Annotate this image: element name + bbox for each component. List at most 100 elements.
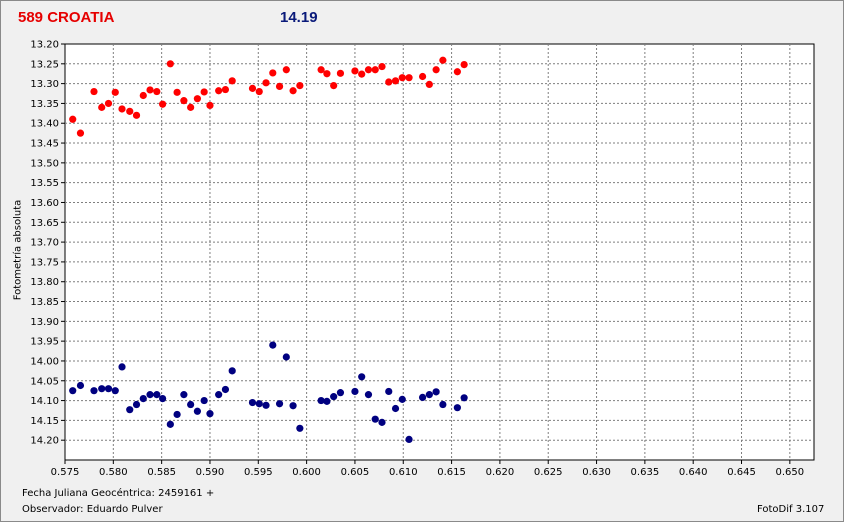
red-data-point	[323, 70, 331, 78]
x-tick-label: 0.630	[582, 467, 611, 478]
red-data-point	[358, 70, 366, 78]
blue-data-point	[282, 353, 290, 361]
red-data-point	[118, 105, 126, 113]
red-data-point	[166, 60, 174, 68]
red-data-point	[289, 87, 297, 95]
x-tick-label: 0.575	[51, 467, 80, 478]
blue-data-point	[132, 400, 141, 409]
red-data-point	[98, 103, 106, 111]
red-data-point	[200, 88, 208, 96]
observer-label: Observador:	[22, 504, 84, 515]
red-data-point	[111, 88, 119, 96]
x-tick-label: 0.640	[679, 467, 708, 478]
red-data-point	[275, 82, 284, 90]
x-tick-label: 0.620	[486, 467, 515, 478]
y-tick-label: 13.60	[30, 198, 59, 209]
red-data-point	[418, 72, 427, 81]
red-data-point	[221, 85, 230, 94]
blue-data-point	[269, 341, 277, 349]
y-tick-label: 14.10	[30, 396, 59, 407]
red-data-point	[385, 78, 393, 86]
blue-data-point	[146, 391, 154, 399]
x-tick-label: 0.615	[437, 467, 466, 478]
blue-data-point	[323, 397, 331, 405]
red-data-point	[296, 82, 304, 90]
data-points	[69, 56, 468, 443]
red-data-point	[317, 66, 325, 74]
red-data-point	[425, 80, 433, 89]
blue-data-point	[378, 418, 386, 426]
y-axis-ticks: 13.20 13.25 13.30 13.35 13.40 13.45 13.50 13.55…	[30, 40, 65, 447]
red-data-point	[371, 66, 379, 74]
magnitude-value: 14.19	[280, 9, 318, 26]
red-data-point	[126, 107, 134, 115]
blue-data-point	[228, 367, 236, 375]
x-tick-label: 0.650	[776, 467, 805, 478]
red-data-point	[228, 77, 236, 85]
y-tick-label: 13.85	[30, 297, 59, 308]
grid-lines	[65, 44, 814, 460]
blue-data-point	[118, 363, 126, 371]
x-tick-label: 0.635	[631, 467, 660, 478]
red-data-point	[262, 79, 270, 87]
blue-data-point	[193, 407, 202, 415]
x-tick-label: 0.610	[389, 467, 418, 478]
y-tick-label: 13.65	[30, 218, 59, 229]
red-data-point	[159, 100, 167, 108]
plot-area	[64, 43, 815, 461]
y-tick-label: 13.45	[30, 139, 59, 150]
y-tick-label: 13.75	[30, 257, 59, 268]
y-tick-label: 13.35	[30, 99, 59, 110]
blue-data-point	[358, 373, 366, 381]
y-tick-label: 13.25	[30, 59, 59, 70]
blue-data-point	[289, 402, 297, 410]
red-data-point	[187, 103, 195, 111]
red-data-point	[206, 101, 214, 110]
blue-data-point	[180, 391, 188, 399]
blue-data-point	[139, 394, 147, 403]
red-data-point	[439, 56, 447, 64]
blue-data-point	[248, 398, 257, 407]
x-tick-label: 0.600	[292, 467, 321, 478]
y-tick-label: 13.70	[30, 238, 59, 249]
red-data-point	[432, 66, 440, 74]
blue-data-point	[200, 396, 208, 405]
blue-data-point	[330, 393, 338, 401]
red-data-point	[180, 97, 188, 105]
y-tick-label: 14.05	[30, 376, 59, 387]
x-axis-ticks: 0.575 0.580 0.585 0.590 0.595 0.600 0.605 0.610…	[51, 460, 804, 478]
red-data-point	[282, 66, 290, 74]
blue-data-point	[439, 400, 447, 409]
red-data-point	[453, 68, 461, 76]
blue-data-point	[275, 400, 284, 408]
x-tick-label: 0.580	[99, 467, 128, 478]
y-tick-label: 13.20	[30, 40, 59, 51]
blue-data-point	[385, 387, 393, 396]
y-tick-label: 14.00	[30, 356, 59, 367]
y-axis-label: Fotometría absoluta	[12, 199, 24, 301]
x-tick-label: 0.585	[147, 467, 176, 478]
blue-data-point	[262, 401, 270, 409]
blue-data-point	[69, 387, 77, 395]
red-data-point	[104, 99, 113, 108]
blue-data-point	[398, 395, 406, 403]
blue-data-point	[90, 387, 98, 395]
red-data-point	[132, 111, 141, 119]
blue-data-point	[418, 393, 427, 402]
blue-data-point	[166, 420, 174, 428]
x-tick-label: 0.595	[244, 467, 273, 478]
red-data-point	[405, 74, 413, 82]
blue-data-point	[187, 400, 195, 409]
red-data-point	[364, 66, 373, 74]
red-data-point	[69, 115, 77, 123]
red-data-point	[269, 69, 277, 77]
red-data-point	[215, 87, 223, 95]
red-data-point	[90, 87, 98, 96]
red-data-point	[378, 62, 386, 71]
y-tick-label: 14.20	[30, 436, 59, 447]
red-data-point	[146, 86, 154, 94]
x-tick-label: 0.645	[727, 467, 756, 478]
blue-data-point	[371, 415, 379, 423]
blue-data-point	[159, 394, 167, 403]
blue-data-point	[76, 381, 85, 390]
